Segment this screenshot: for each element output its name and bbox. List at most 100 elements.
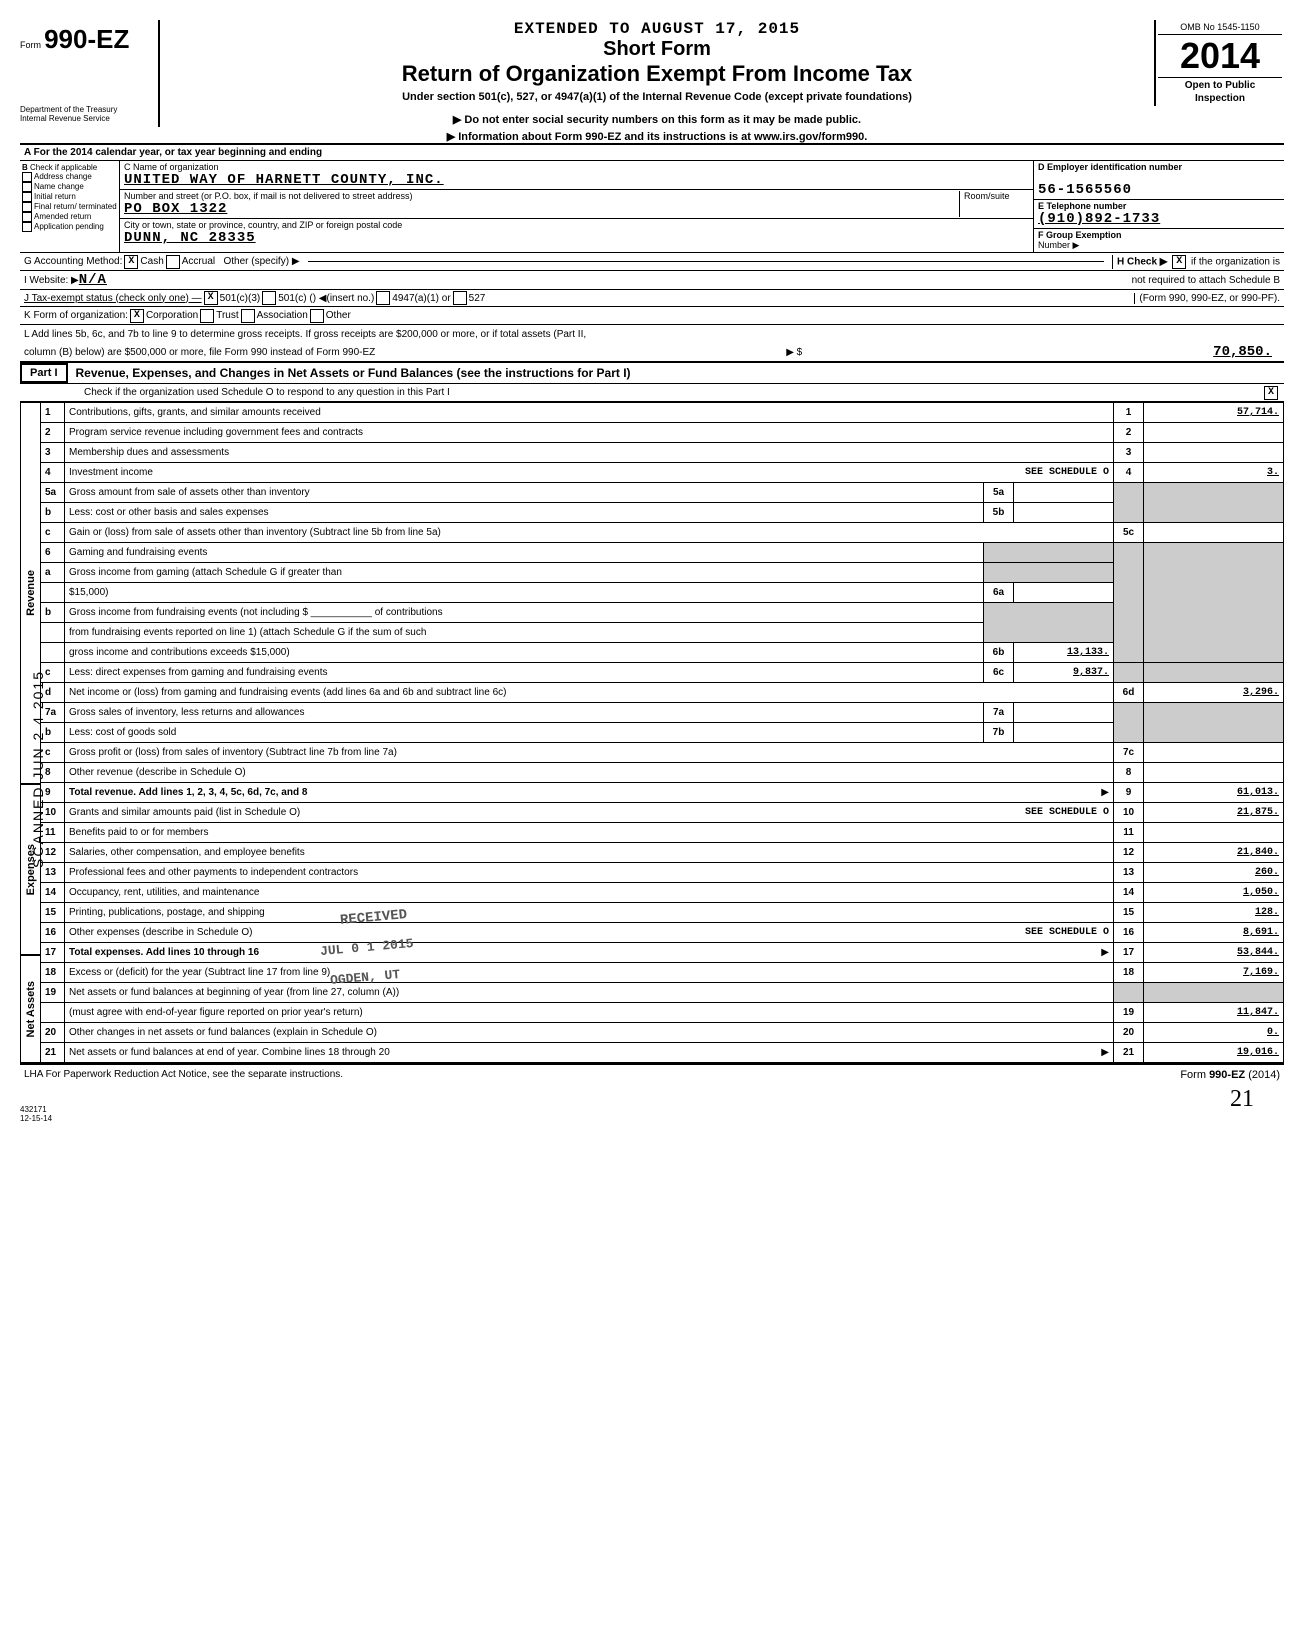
l-arrow: ▶ $ [786,347,802,358]
insert-no: ) ◀(insert no.) [313,293,375,304]
checkbox-assoc[interactable] [241,309,255,323]
checkbox-4947[interactable] [376,291,390,305]
revenue-label: Revenue [25,570,37,616]
inspection: Inspection [1158,91,1282,104]
part-check: Check if the organization used Schedule … [20,384,1284,402]
dept-treasury: Department of the Treasury [20,105,150,114]
accrual-label: Accrual [182,256,215,267]
part-label: Part I [20,363,68,383]
checkbox-schedule-o[interactable]: X [1264,386,1278,400]
line-19-2: (must agree with end-of-year figure repo… [41,1003,1284,1023]
line-3: 3Membership dues and assessments3 [41,443,1284,463]
form-prefix: Form [20,40,41,50]
checkbox-address[interactable] [22,172,32,182]
line-6b-1: bGross income from fundraising events (n… [41,603,1284,623]
checkbox-app[interactable] [22,222,32,232]
extended-date: EXTENDED TO AUGUST 17, 2015 [168,20,1146,38]
ein-value: 56-1565560 [1038,182,1132,198]
other-label: Other [326,310,351,321]
main-title: Return of Organization Exempt From Incom… [168,61,1146,87]
opt-501c: 501(c) ( [278,293,312,304]
line-14: 14Occupancy, rent, utilities, and mainte… [41,883,1284,903]
line-1: 1Contributions, gifts, grants, and simil… [41,403,1284,423]
line-7a: 7aGross sales of inventory, less returns… [41,703,1284,723]
cb-final-label: Final return/ terminated [34,202,117,211]
section-bcd: B Check if applicable Address change Nam… [20,161,1284,253]
tax-year: 2014 [1158,35,1282,77]
form-number-footer: Form 990-EZ (2014) [1180,1069,1280,1081]
form-number-box: Form 990-EZ Department of the Treasury I… [20,20,160,127]
b-label: B [22,163,28,172]
line-9: 9Total revenue. Add lines 1, 2, 3, 4, 5c… [41,783,1284,803]
col-b: B Check if applicable Address change Nam… [20,161,120,252]
part-title: Revenue, Expenses, and Changes in Net As… [76,366,631,380]
irs-label: Internal Revenue Service [20,114,150,123]
sched-b-note: not required to attach Schedule B [1128,275,1280,286]
checkbox-501c3[interactable]: X [204,291,218,305]
line-k: K Form of organization: X Corporation Tr… [20,307,1284,325]
footer: LHA For Paperwork Reduction Act Notice, … [20,1063,1284,1085]
part-i-header: Part I Revenue, Expenses, and Changes in… [20,363,1284,384]
l16-note: SEE SCHEDULE O [1025,927,1109,938]
opt-527: 527 [469,293,486,304]
l6b-desc: Gross income from fundraising events (no… [69,607,308,618]
line-8: 8Other revenue (describe in Schedule O)8 [41,763,1284,783]
ein-label: D Employer identification number [1038,162,1182,172]
checkbox-h[interactable]: X [1172,255,1186,269]
line-16: 16Other expenses (describe in Schedule O… [41,923,1284,943]
k-label: K Form of organization: [24,310,128,321]
l10-note: SEE SCHEDULE O [1025,807,1109,818]
cb-init-label: Initial return [34,192,76,201]
col-c: C Name of organization UNITED WAY OF HAR… [120,161,1034,252]
l21-arrow: ▶ [1101,1047,1109,1058]
checkbox-initial[interactable] [22,192,32,202]
line-15: 15Printing, publications, postage, and s… [41,903,1284,923]
line-7b: bLess: cost of goods sold7b [41,723,1284,743]
line-21: 21Net assets or fund balances at end of … [41,1043,1284,1063]
trust-label: Trust [216,310,238,321]
checkbox-final[interactable] [22,202,32,212]
l-text1: L Add lines 5b, 6c, and 7b to line 9 to … [24,329,586,340]
line-6a-2: $15,000)6a [41,583,1284,603]
line-j: J Tax-exempt status (check only one) — X… [20,289,1284,307]
form-number: 990-EZ [44,24,129,54]
room-suite: Room/suite [959,191,1029,217]
scanned-stamp: SCANNED JUN 2 4 2015 [30,670,46,868]
l9-arrow: ▶ [1101,787,1109,798]
form-page: SCANNED JUN 2 4 2015 Form 990-EZ Departm… [20,20,1284,1123]
checkbox-amended[interactable] [22,212,32,222]
phone-label: E Telephone number [1038,201,1126,211]
checkbox-corp[interactable]: X [130,309,144,323]
title-area: EXTENDED TO AUGUST 17, 2015 Short Form R… [160,20,1154,143]
line-10: 10Grants and similar amounts paid (list … [41,803,1284,823]
check-text: Check if the organization used Schedule … [84,387,450,398]
checkbox-501c[interactable] [262,291,276,305]
line-g: G Accounting Method: X Cash Accrual Othe… [20,253,1284,271]
lines-container: Revenue Expenses Net Assets 1Contributio… [20,402,1284,1063]
footer-code: 432171 12-15-14 [20,1105,1284,1123]
line-7c: cGross profit or (loss) from sales of in… [41,743,1284,763]
l9-desc: Total revenue. Add lines 1, 2, 3, 4, 5c,… [69,787,307,798]
l6b-desc2: of contributions [375,607,443,618]
check-if: Check if applicable [30,163,97,172]
checkbox-527[interactable] [453,291,467,305]
row-a: A For the 2014 calendar year, or tax yea… [20,145,1284,161]
checkbox-cash[interactable]: X [124,255,138,269]
line-6d: dNet income or (loss) from gaming and fu… [41,683,1284,703]
subtitle-3: ▶ Information about Form 990-EZ and its … [168,130,1146,143]
opt-4947: 4947(a)(1) or [392,293,450,304]
l16-desc: Other expenses (describe in Schedule O) [69,927,252,938]
form-note: (Form 990, 990-EZ, or 990-PF). [1134,293,1280,304]
l4-note: SEE SCHEDULE O [1025,467,1109,478]
group-label: F Group Exemption [1038,230,1122,240]
checkbox-trust[interactable] [200,309,214,323]
checkbox-name[interactable] [22,182,32,192]
cb-amend-label: Amended return [34,212,91,221]
checkbox-accrual[interactable] [166,255,180,269]
col-de: D Employer identification number 56-1565… [1034,161,1284,252]
cb-name-label: Name change [34,182,84,191]
l10-desc: Grants and similar amounts paid (list in… [69,807,300,818]
line-11: 11Benefits paid to or for members11 [41,823,1284,843]
line-18: 18Excess or (deficit) for the year (Subt… [41,963,1284,983]
checkbox-other[interactable] [310,309,324,323]
